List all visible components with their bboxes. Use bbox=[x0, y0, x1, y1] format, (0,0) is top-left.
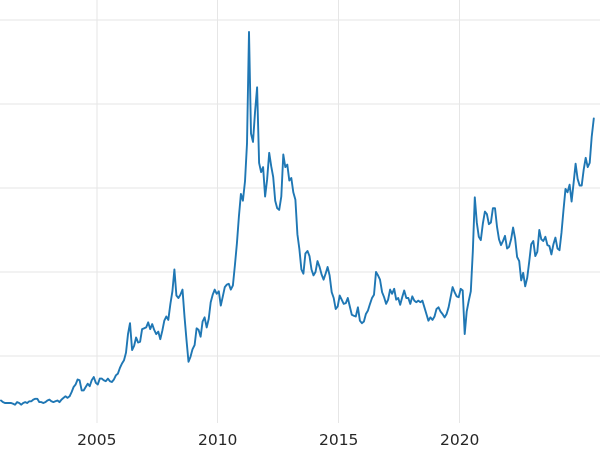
x-tick-label-2005: 2005 bbox=[77, 431, 116, 449]
series-line bbox=[0, 30, 595, 406]
x-tick-label-2015: 2015 bbox=[319, 431, 358, 449]
vertical-gridlines bbox=[96, 0, 461, 423]
horizontal-gridlines bbox=[0, 19, 600, 357]
x-axis: 2005 2010 2015 2020 bbox=[77, 431, 479, 449]
x-tick-label-2010: 2010 bbox=[198, 431, 237, 449]
x-tick-label-2020: 2020 bbox=[440, 431, 479, 449]
